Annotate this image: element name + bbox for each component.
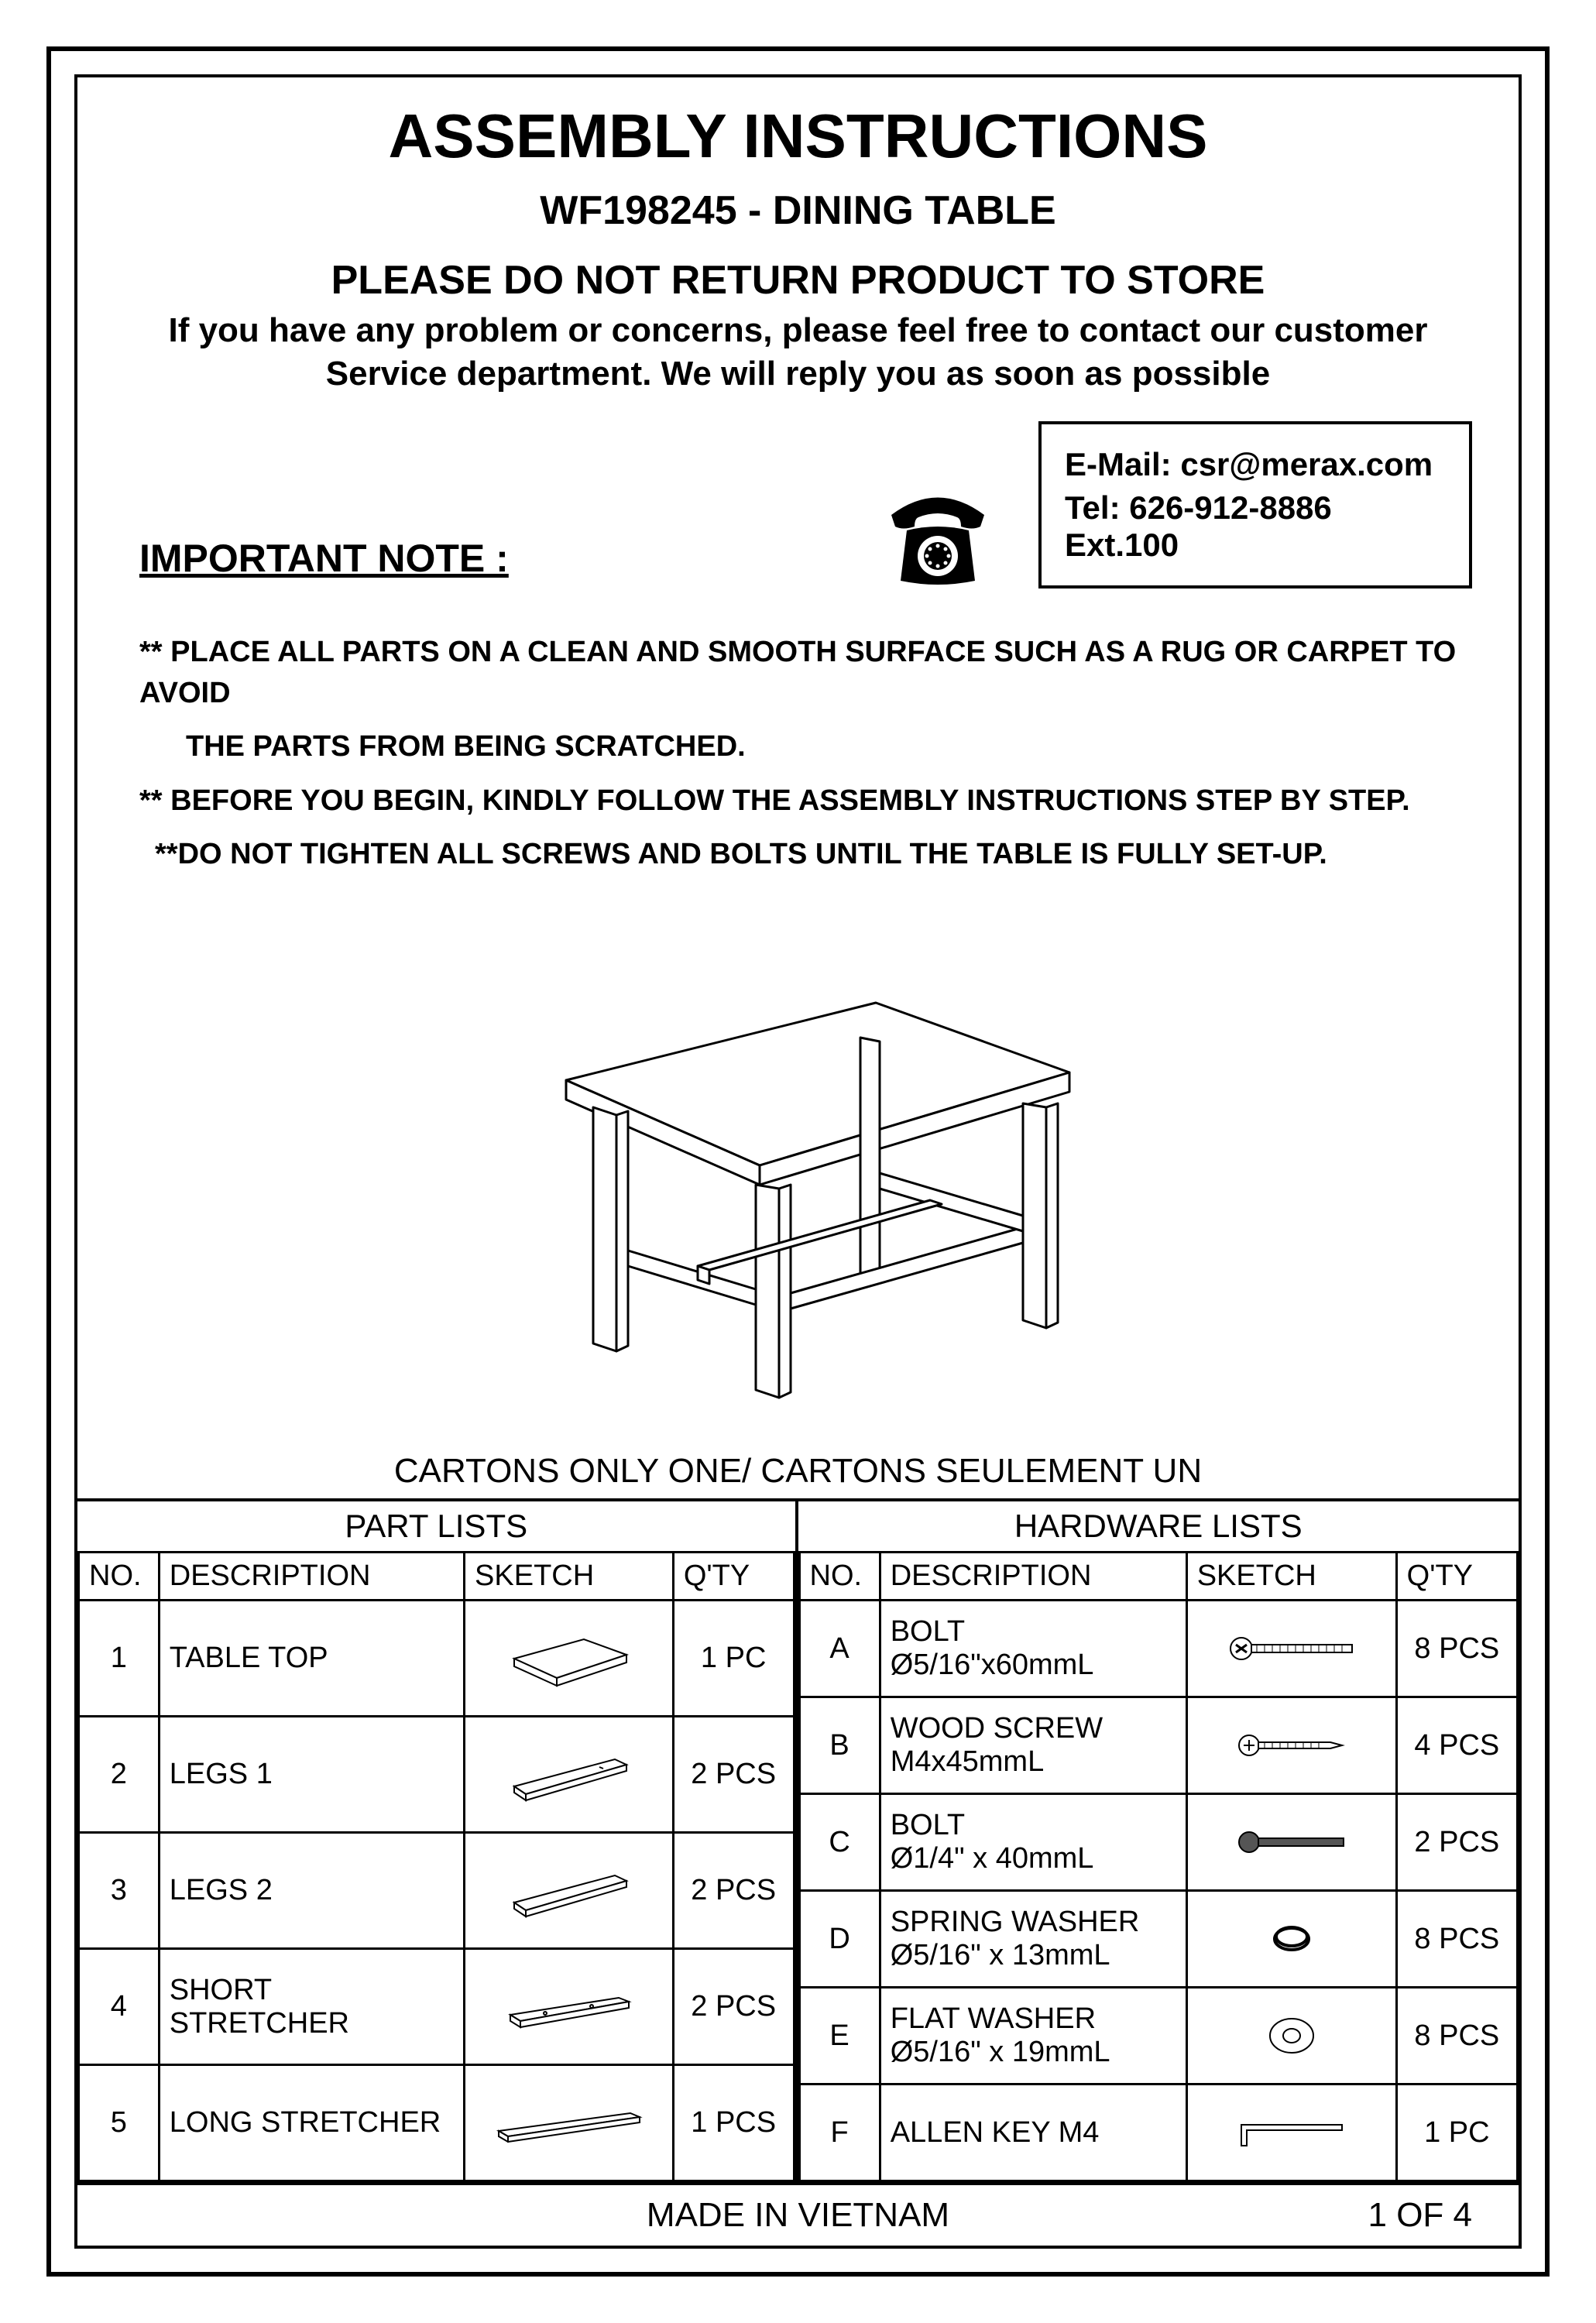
note-1a: ** PLACE ALL PARTS ON A CLEAN AND SMOOTH… xyxy=(139,632,1457,714)
table-row: A BOLT Ø5/16"x60mmL 8 PCS xyxy=(799,1601,1518,1697)
contact-tel: Tel: 626-912-8886 Ext.100 xyxy=(1065,489,1446,564)
table-row: F ALLEN KEY M4 1 PC xyxy=(799,2085,1518,2181)
outer-border: ASSEMBLY INSTRUCTIONS WF198245 - DINING … xyxy=(46,46,1550,2277)
part-qty: 2 PCS xyxy=(673,1717,794,1833)
hw-no: F xyxy=(799,2085,880,2181)
made-in: MADE IN VIETNAM xyxy=(647,2196,949,2235)
hw-desc: WOOD SCREW M4x45mmL xyxy=(880,1697,1186,1794)
col-qty: Q'TY xyxy=(1396,1553,1517,1601)
hw-qty: 8 PCS xyxy=(1396,1601,1517,1697)
hardware-list: HARDWARE LISTS NO. DESCRIPTION SKETCH Q'… xyxy=(798,1501,1519,2182)
part-qty: 1 PCS xyxy=(673,2065,794,2181)
part-sketch xyxy=(465,1833,674,1949)
part-desc: LEGS 1 xyxy=(159,1717,464,1833)
hw-qty: 4 PCS xyxy=(1396,1697,1517,1794)
page: ASSEMBLY INSTRUCTIONS WF198245 - DINING … xyxy=(0,0,1596,2323)
telephone-icon xyxy=(884,488,992,588)
hw-no: D xyxy=(799,1891,880,1988)
hw-sketch xyxy=(1186,1988,1396,2085)
part-sketch xyxy=(465,1601,674,1717)
col-no: NO. xyxy=(79,1553,160,1601)
cartons-label: CARTONS ONLY ONE/ CARTONS SEULEMENT UN xyxy=(77,1444,1519,1498)
table-row: 2 LEGS 1 2 PCS xyxy=(79,1717,795,1833)
table-row: 4 SHORT STRETCHER 2 PCS xyxy=(79,1949,795,2065)
table-row: E FLAT WASHER Ø5/16" x 19mmL 8 PCS xyxy=(799,1988,1518,2085)
part-no: 5 xyxy=(79,2065,160,2181)
col-desc: DESCRIPTION xyxy=(159,1553,464,1601)
hw-desc: SPRING WASHER Ø5/16" x 13mmL xyxy=(880,1891,1186,1988)
hw-qty: 8 PCS xyxy=(1396,1891,1517,1988)
table-row: 1 TABLE TOP 1 PC xyxy=(79,1601,795,1717)
part-desc: SHORT STRETCHER xyxy=(159,1949,464,2065)
part-no: 2 xyxy=(79,1717,160,1833)
col-sketch: SKETCH xyxy=(1186,1553,1396,1601)
hw-desc: BOLT Ø5/16"x60mmL xyxy=(880,1601,1186,1697)
hw-desc: FLAT WASHER Ø5/16" x 19mmL xyxy=(880,1988,1186,2085)
important-note-label: IMPORTANT NOTE : xyxy=(139,536,509,581)
hw-no: C xyxy=(799,1794,880,1891)
hw-no: E xyxy=(799,1988,880,2085)
hw-no: B xyxy=(799,1697,880,1794)
part-sketch xyxy=(465,1949,674,2065)
col-sketch: SKETCH xyxy=(465,1553,674,1601)
part-sketch xyxy=(465,2065,674,2181)
hw-qty: 8 PCS xyxy=(1396,1988,1517,2085)
header: ASSEMBLY INSTRUCTIONS WF198245 - DINING … xyxy=(77,77,1519,406)
hw-desc: ALLEN KEY M4 xyxy=(880,2085,1186,2181)
table-row: 5 LONG STRETCHER 1 PCS xyxy=(79,2065,795,2181)
part-sketch xyxy=(465,1717,674,1833)
return-warning: PLEASE DO NOT RETURN PRODUCT TO STORE xyxy=(77,257,1519,304)
col-no: NO. xyxy=(799,1553,880,1601)
hw-qty: 2 PCS xyxy=(1396,1794,1517,1891)
inner-border: ASSEMBLY INSTRUCTIONS WF198245 - DINING … xyxy=(74,74,1522,2249)
hardware-table: NO. DESCRIPTION SKETCH Q'TY A BOLT Ø5/16… xyxy=(798,1551,1519,2182)
contact-line-1: If you have any problem or concerns, ple… xyxy=(77,311,1519,350)
note-3: **DO NOT TIGHTEN ALL SCREWS AND BOLTS UN… xyxy=(139,834,1457,875)
part-no: 3 xyxy=(79,1833,160,1949)
notes-section: ** PLACE ALL PARTS ON A CLEAN AND SMOOTH… xyxy=(77,604,1519,903)
page-title: ASSEMBLY INSTRUCTIONS xyxy=(77,101,1519,172)
part-desc: TABLE TOP xyxy=(159,1601,464,1717)
product-code: WF198245 - DINING TABLE xyxy=(77,187,1519,234)
part-desc: LEGS 2 xyxy=(159,1833,464,1949)
hw-sketch xyxy=(1186,2085,1396,2181)
lists-row: PART LISTS NO. DESCRIPTION SKETCH Q'TY xyxy=(77,1498,1519,2182)
footer: MADE IN VIETNAM 1 OF 4 xyxy=(77,2182,1519,2246)
table-row: B WOOD SCREW M4x45mmL 4 PCS xyxy=(799,1697,1518,1794)
part-list-title: PART LISTS xyxy=(77,1501,795,1551)
hw-no: A xyxy=(799,1601,880,1697)
part-qty: 2 PCS xyxy=(673,1833,794,1949)
page-number: 1 OF 4 xyxy=(1368,2196,1473,2235)
contact-email: E-Mail: csr@merax.com xyxy=(1065,446,1446,483)
part-table: NO. DESCRIPTION SKETCH Q'TY 1 TABLE TOP xyxy=(77,1551,795,2182)
part-no: 4 xyxy=(79,1949,160,2065)
hw-sketch xyxy=(1186,1891,1396,1988)
part-qty: 1 PC xyxy=(673,1601,794,1717)
part-no: 1 xyxy=(79,1601,160,1717)
part-list: PART LISTS NO. DESCRIPTION SKETCH Q'TY xyxy=(77,1501,798,2182)
hw-sketch xyxy=(1186,1794,1396,1891)
hw-qty: 1 PC xyxy=(1396,2085,1517,2181)
table-row: 3 LEGS 2 2 PCS xyxy=(79,1833,795,1949)
part-desc: LONG STRETCHER xyxy=(159,2065,464,2181)
note-1b: THE PARTS FROM BEING SCRATCHED. xyxy=(139,726,1457,767)
hardware-list-title: HARDWARE LISTS xyxy=(798,1501,1519,1551)
contact-box: E-Mail: csr@merax.com Tel: 626-912-8886 … xyxy=(1038,421,1472,588)
hw-sketch xyxy=(1186,1697,1396,1794)
table-row: D SPRING WASHER Ø5/16" x 13mmL 8 PCS xyxy=(799,1891,1518,1988)
part-qty: 2 PCS xyxy=(673,1949,794,2065)
note-2: ** BEFORE YOU BEGIN, KINDLY FOLLOW THE A… xyxy=(139,781,1457,822)
contact-line-2: Service department. We will reply you as… xyxy=(77,355,1519,393)
table-row: C BOLT Ø1/4" x 40mmL 2 PCS xyxy=(799,1794,1518,1891)
note-row: IMPORTANT NOTE : xyxy=(77,406,1519,604)
hw-sketch xyxy=(1186,1601,1396,1697)
col-desc: DESCRIPTION xyxy=(880,1553,1186,1601)
col-qty: Q'TY xyxy=(673,1553,794,1601)
table-diagram xyxy=(77,903,1519,1444)
hw-desc: BOLT Ø1/4" x 40mmL xyxy=(880,1794,1186,1891)
